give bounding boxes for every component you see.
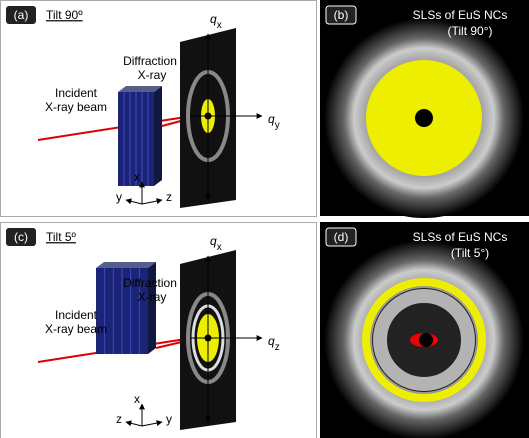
frame-label: y — [116, 190, 122, 204]
crystal-side — [154, 86, 162, 186]
caption: (Tilt 90°) — [447, 24, 492, 38]
beam-stop — [419, 333, 433, 347]
diffraction-label: Diffraction — [123, 276, 177, 290]
panel-label: (b) — [334, 8, 349, 22]
caption: SLSs of EuS NCs — [413, 8, 508, 22]
incident-label: Incident — [55, 308, 98, 322]
figure: (a)Tilt 90ºqxqyDiffractionX-rayIncidentX… — [0, 0, 529, 438]
frame-label: z — [166, 190, 172, 204]
q-subscript: z — [275, 342, 280, 353]
crystal-top — [96, 262, 156, 268]
caption: (Tilt 5°) — [451, 246, 489, 260]
panel-title: Tilt 5º — [46, 230, 77, 244]
diffraction-label: X-ray — [138, 290, 167, 304]
q-subscript: y — [275, 120, 280, 131]
incident-label: Incident — [55, 86, 98, 100]
beam-stop — [415, 109, 433, 127]
panel-label: (a) — [14, 8, 29, 22]
frame-label: x — [134, 392, 140, 406]
incident-label: X-ray beam — [45, 322, 107, 336]
incident-label: X-ray beam — [45, 100, 107, 114]
panel-label: (c) — [14, 230, 28, 244]
frame-label: z — [116, 412, 122, 426]
diffraction-label: X-ray — [138, 68, 167, 82]
q-subscript: x — [217, 20, 222, 31]
diffraction-label: Diffraction — [123, 54, 177, 68]
panel-title: Tilt 90º — [46, 8, 83, 22]
q-subscript: x — [217, 242, 222, 253]
panel-label: (d) — [334, 230, 349, 244]
frame-label: y — [166, 412, 172, 426]
frame-label: x — [134, 170, 140, 184]
caption: SLSs of EuS NCs — [413, 230, 508, 244]
